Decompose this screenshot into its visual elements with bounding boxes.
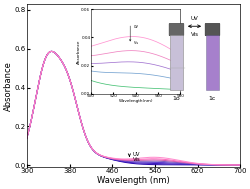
Text: UV: UV xyxy=(132,152,140,156)
Y-axis label: Absorbance: Absorbance xyxy=(4,61,13,111)
X-axis label: Wavelength (nm): Wavelength (nm) xyxy=(97,176,169,185)
Text: Vis: Vis xyxy=(132,157,140,162)
